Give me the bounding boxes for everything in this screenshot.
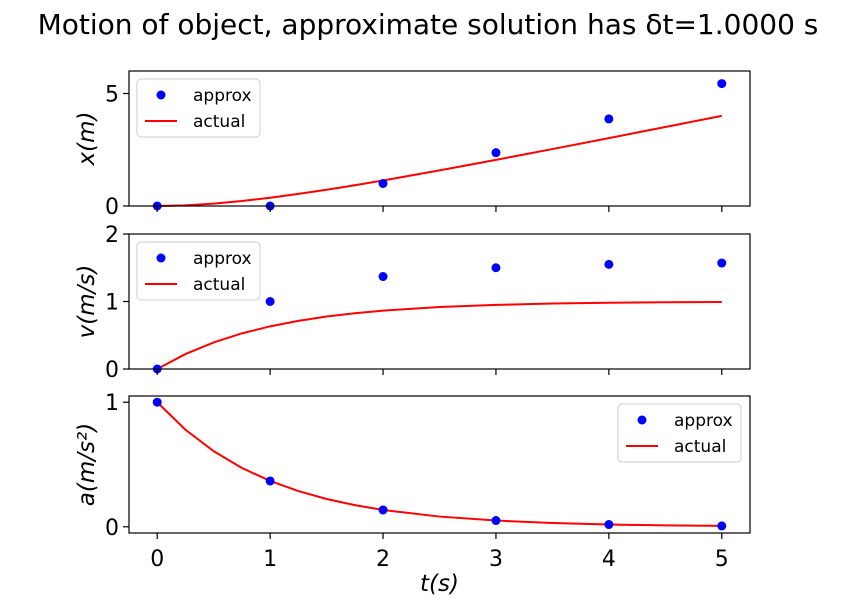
y-axis-label: a(m/s²) bbox=[74, 423, 100, 506]
y-tick-label: 0 bbox=[105, 195, 119, 220]
y-axis-label: x(m) bbox=[74, 112, 100, 167]
legend-box bbox=[136, 78, 261, 138]
chart-title: Motion of object, approximate solution h… bbox=[38, 8, 819, 41]
x-tick-label: 2 bbox=[376, 547, 390, 572]
data-point-approx bbox=[491, 148, 501, 158]
legend-label-approx: approx bbox=[193, 86, 252, 106]
x-axis-label: t(s) bbox=[420, 571, 459, 597]
series-line-actual bbox=[157, 114, 722, 207]
legend-label-actual: actual bbox=[674, 437, 726, 457]
axes-frame bbox=[128, 395, 751, 534]
y-tick-label: 1 bbox=[105, 391, 119, 416]
data-point-approx bbox=[604, 520, 614, 530]
axes-frame bbox=[128, 70, 751, 207]
data-point-approx bbox=[717, 79, 727, 89]
x-tick-label: 0 bbox=[150, 547, 164, 572]
data-point-approx bbox=[604, 114, 614, 124]
subplot-2: 0 1 2v(m/s) approx actual bbox=[74, 223, 751, 383]
data-point-approx bbox=[604, 259, 614, 269]
y-axis-label: v(m/s) bbox=[74, 265, 100, 339]
y-tick-label: 0 bbox=[105, 516, 119, 541]
data-point-approx bbox=[378, 272, 388, 282]
subplot-3: 0 1 0 1 2 3 4 5 a(m/s²) t(s) approx actual bbox=[74, 391, 751, 597]
legend-label-actual: actual bbox=[193, 275, 245, 295]
x-tick-label: 3 bbox=[489, 547, 503, 572]
y-tick-label: 0 bbox=[105, 358, 119, 383]
x-tick-label: 5 bbox=[715, 547, 729, 572]
panels: 05x(m)approxactual012v(m/s)approxactual0… bbox=[74, 70, 751, 597]
legend-box bbox=[617, 403, 742, 463]
x-tick-label: 1 bbox=[263, 547, 277, 572]
legend-label-actual: actual bbox=[193, 112, 245, 132]
series-line-actual bbox=[156, 300, 722, 370]
data-point-approx bbox=[491, 263, 501, 273]
data-point-approx bbox=[265, 297, 275, 306]
legend-marker-approx bbox=[156, 90, 166, 100]
legend: approx actual bbox=[136, 241, 261, 301]
data-point-approx bbox=[265, 476, 275, 486]
y-tick-label: 5 bbox=[105, 83, 119, 108]
data-point-approx bbox=[378, 505, 388, 515]
series-line-actual bbox=[156, 401, 722, 527]
subplot-1: 0 5x(m) approx actual bbox=[74, 70, 751, 220]
data-point-approx bbox=[491, 516, 501, 526]
legend: approx actual bbox=[136, 78, 261, 138]
data-point-approx bbox=[378, 179, 388, 188]
legend-marker-approx bbox=[637, 415, 647, 425]
y-tick-label: 2 bbox=[105, 223, 119, 248]
legend-marker-approx bbox=[156, 253, 166, 263]
x-tick-label: 4 bbox=[602, 547, 616, 572]
legend-label-approx: approx bbox=[193, 249, 252, 269]
data-point-approx bbox=[152, 397, 162, 407]
legend-box bbox=[136, 241, 261, 301]
legend: approx actual bbox=[617, 403, 742, 463]
data-point-approx bbox=[717, 258, 727, 268]
y-tick-label: 1 bbox=[105, 291, 119, 316]
legend-label-approx: approx bbox=[674, 411, 733, 431]
data-point-approx bbox=[717, 521, 727, 531]
